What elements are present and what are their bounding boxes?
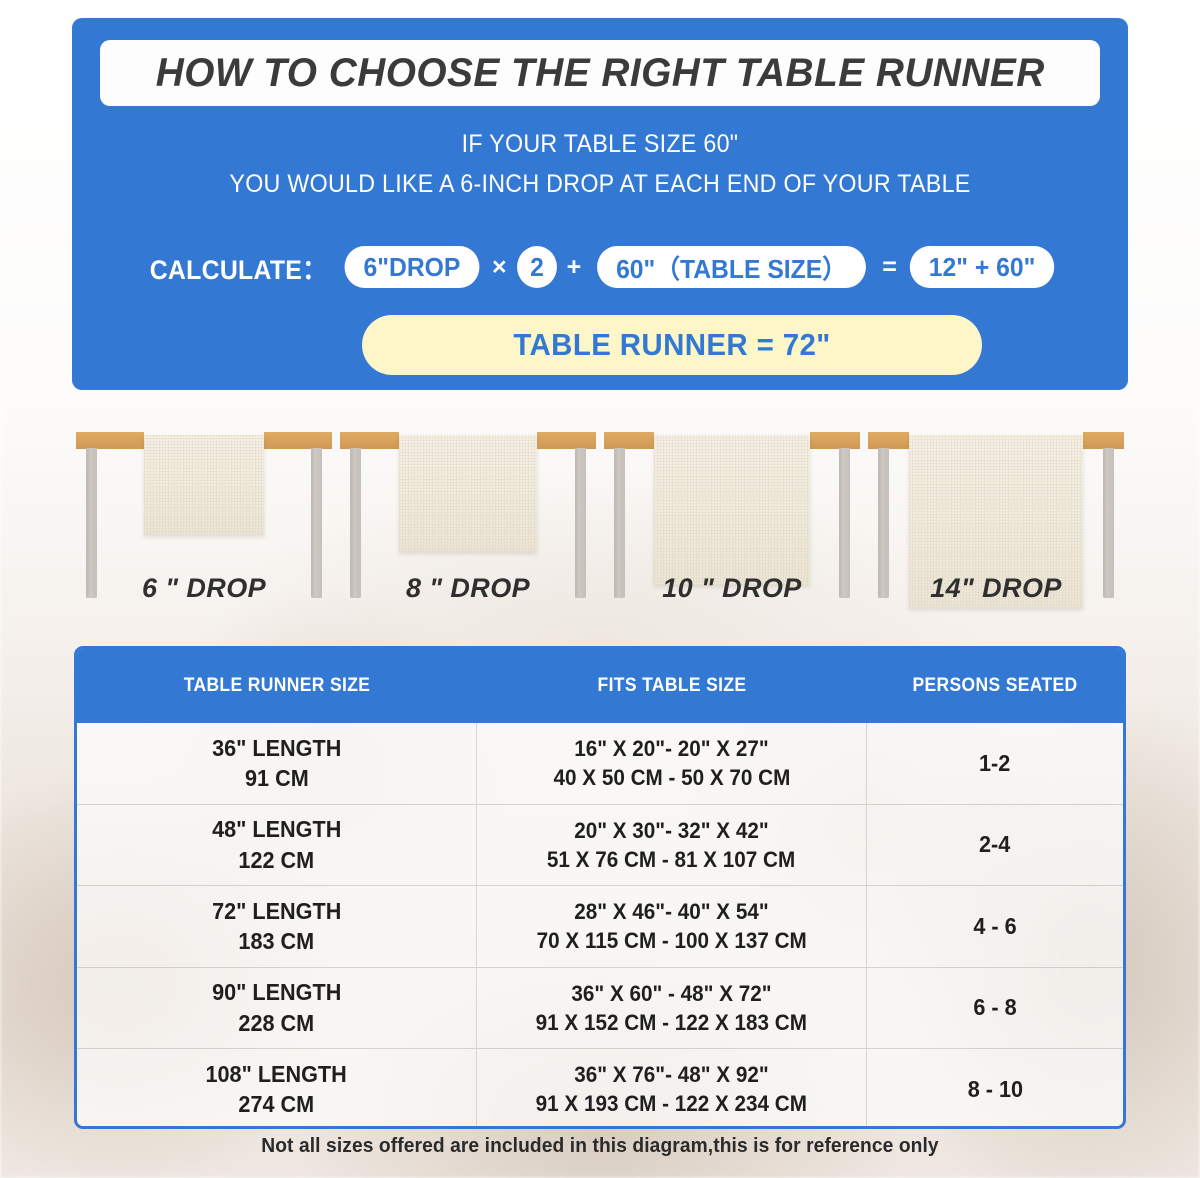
table-leg-right: [311, 448, 322, 598]
table-header-row: TABLE RUNNER SIZE FITS TABLE SIZE PERSON…: [77, 649, 1123, 723]
cell-persons-seated-line: 8 - 10: [967, 1075, 1023, 1102]
subtitle-line-2: YOU WOULD LIKE A 6-INCH DROP AT EACH END…: [229, 170, 971, 198]
subtitle-line-1: IF YOUR TABLE SIZE 60": [461, 130, 739, 158]
table-row: 90" LENGTH 228 CM 36" X 60" - 48" X 72" 91 …: [77, 966, 1123, 1049]
cell-fits-table-size-line: 70 X 115 CM - 100 X 137 CM: [536, 928, 807, 954]
column-header-fits-table-size: FITS TABLE SIZE: [597, 675, 747, 696]
cell-fits-table-size-line: 36" X 76"- 48" X 92": [574, 1062, 769, 1087]
cell-persons-seated: 1-2: [867, 723, 1123, 804]
table-leg-right: [1103, 448, 1114, 598]
cell-persons-seated: 2-4: [867, 805, 1123, 886]
cell-runner-size-line: 108" LENGTH: [205, 1060, 348, 1087]
column-header-persons-seated: PERSONS SEATED: [912, 675, 1078, 696]
cell-runner-size-line: 228 CM: [238, 1009, 315, 1036]
tabletop-left: [76, 432, 144, 449]
tabletop-left: [340, 432, 399, 449]
column-header-runner-size: TABLE RUNNER SIZE: [183, 675, 371, 696]
cell-fits-table-size: 28" X 46"- 40" X 54" 70 X 115 CM - 100 X …: [477, 886, 867, 967]
table-runner-cloth: [654, 435, 810, 585]
size-chart-table: TABLE RUNNER SIZE FITS TABLE SIZE PERSON…: [74, 646, 1126, 1129]
plus-operator: +: [566, 252, 582, 281]
cell-runner-size: 72" LENGTH 183 CM: [77, 886, 477, 967]
tabletop-left: [868, 432, 909, 449]
table-row: 36" LENGTH 91 CM 16" X 20"- 20" X 27" 40 X …: [77, 723, 1123, 804]
drop-value-pill: 6"DROP: [344, 246, 480, 288]
table-leg-left: [878, 448, 889, 598]
cell-persons-seated-line: 4 - 6: [973, 912, 1017, 939]
cell-runner-size-line: 183 CM: [238, 928, 315, 955]
cell-runner-size-line: 36" LENGTH: [211, 734, 342, 761]
cell-fits-table-size: 36" X 76"- 48" X 92" 91 X 193 CM - 122 X …: [477, 1049, 867, 1126]
cell-fits-table-size-line: 16" X 20"- 20" X 27": [574, 736, 769, 761]
tabletop-right: [264, 432, 332, 449]
cell-persons-seated-line: 1-2: [979, 749, 1011, 776]
result-pill: TABLE RUNNER = 72": [362, 315, 982, 375]
multiplier-pill: 2: [516, 246, 557, 288]
cell-persons-seated: 6 - 8: [867, 968, 1123, 1049]
cell-runner-size-line: 48" LENGTH: [211, 816, 342, 843]
cell-fits-table-size-line: 40 X 50 CM - 50 X 70 CM: [553, 765, 790, 791]
hero-panel: HOW TO CHOOSE THE RIGHT TABLE RUNNER IF …: [72, 18, 1128, 390]
drop-illustration-3: 10 " DROP: [600, 415, 864, 630]
cell-runner-size: 90" LENGTH 228 CM: [77, 967, 477, 1048]
table-row: 48" LENGTH 122 CM 20" X 30"- 32" X 42" 51 X…: [77, 803, 1123, 886]
cell-runner-size-line: 274 CM: [238, 1091, 315, 1118]
footnote: Not all sizes offered are included in th…: [261, 1135, 939, 1157]
table-leg-left: [614, 448, 625, 598]
cell-persons-seated: 4 - 6: [867, 886, 1123, 967]
drop-label: 14" DROP: [930, 573, 1062, 603]
drop-illustration-4: 14" DROP: [864, 415, 1128, 630]
drop-illustration-2: 8 " DROP: [336, 415, 600, 630]
table-row: 108" LENGTH 274 CM 36" X 76"- 48" X 92" 91 …: [77, 1048, 1123, 1126]
cell-fits-table-size-line: 91 X 152 CM - 122 X 183 CM: [535, 1009, 808, 1035]
cell-runner-size: 108" LENGTH 274 CM: [77, 1049, 477, 1126]
table-size-pill: 60"（TABLE SIZE）: [597, 246, 867, 288]
cell-fits-table-size-line: 51 X 76 CM - 81 X 107 CM: [547, 846, 796, 872]
cell-runner-size-line: 72" LENGTH: [211, 897, 342, 924]
tabletop-right: [537, 432, 596, 449]
multiply-operator: ×: [491, 252, 507, 281]
cell-fits-table-size-line: 20" X 30"- 32" X 42": [574, 817, 769, 843]
drop-illustrations: 6 " DROP 8 " DROP 10 " DROP 14" DROP: [72, 415, 1128, 630]
cell-runner-size-line: 90" LENGTH: [211, 979, 342, 1006]
drop-label: 8 " DROP: [405, 573, 531, 603]
cell-runner-size: 48" LENGTH 122 CM: [77, 804, 477, 885]
table-leg-right: [575, 448, 586, 598]
table-runner-cloth: [144, 435, 264, 535]
cell-persons-seated-line: 6 - 8: [973, 994, 1017, 1021]
drop-label: 6 " DROP: [141, 573, 267, 603]
table-leg-left: [86, 448, 97, 598]
cell-fits-table-size-line: 28" X 46"- 40" X 54": [574, 899, 769, 924]
cell-persons-seated: 8 - 10: [867, 1049, 1123, 1126]
cell-fits-table-size: 16" X 20"- 20" X 27" 40 X 50 CM - 50 X 70…: [477, 723, 867, 804]
cell-persons-seated-line: 2-4: [979, 831, 1011, 858]
calculate-label: CALCULATE：: [149, 254, 328, 285]
table-runner-cloth: [909, 435, 1083, 608]
table-leg-left: [350, 448, 361, 598]
page-title: HOW TO CHOOSE THE RIGHT TABLE RUNNER: [155, 50, 1045, 95]
drop-label: 10 " DROP: [662, 573, 802, 603]
equals-operator: =: [882, 252, 897, 281]
title-box: HOW TO CHOOSE THE RIGHT TABLE RUNNER: [100, 40, 1100, 106]
cell-runner-size-line: 91 CM: [244, 765, 309, 792]
cell-fits-table-size-line: 91 X 193 CM - 122 X 234 CM: [535, 1091, 808, 1117]
calculation-row: CALCULATE： 6"DROP × 2 + 60"（TABLE SIZE） …: [72, 246, 1128, 288]
table-runner-cloth: [399, 435, 537, 552]
cell-fits-table-size: 36" X 60" - 48" X 72" 91 X 152 CM - 122 X…: [477, 967, 867, 1048]
cell-runner-size: 36" LENGTH 91 CM: [77, 723, 477, 804]
tabletop-right: [1083, 432, 1124, 449]
table-leg-right: [839, 448, 850, 598]
cell-runner-size-line: 122 CM: [238, 846, 315, 873]
cell-fits-table-size-line: 36" X 60" - 48" X 72": [571, 980, 772, 1006]
sum-pill: 12" + 60": [909, 246, 1055, 288]
table-body: 36" LENGTH 91 CM 16" X 20"- 20" X 27" 40 X …: [77, 723, 1123, 1126]
result-text: TABLE RUNNER = 72": [513, 327, 831, 362]
drop-illustration-1: 6 " DROP: [72, 415, 336, 630]
tabletop-right: [810, 432, 860, 449]
cell-fits-table-size: 20" X 30"- 32" X 42" 51 X 76 CM - 81 X 10…: [477, 804, 867, 885]
table-row: 72" LENGTH 183 CM 28" X 46"- 40" X 54" 70 X…: [77, 885, 1123, 967]
tabletop-left: [604, 432, 654, 449]
